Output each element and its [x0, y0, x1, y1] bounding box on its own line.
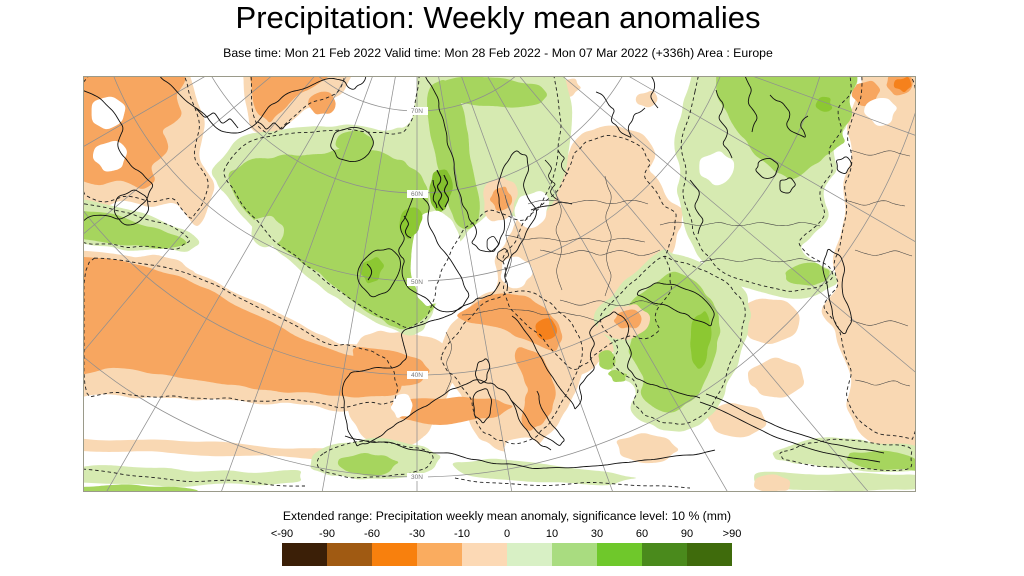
svg-text:50N: 50N — [411, 279, 423, 286]
svg-text:30N: 30N — [411, 474, 423, 481]
svg-text:60N: 60N — [411, 191, 423, 198]
svg-text:40N: 40N — [411, 372, 423, 379]
svg-text:70N: 70N — [411, 108, 423, 115]
